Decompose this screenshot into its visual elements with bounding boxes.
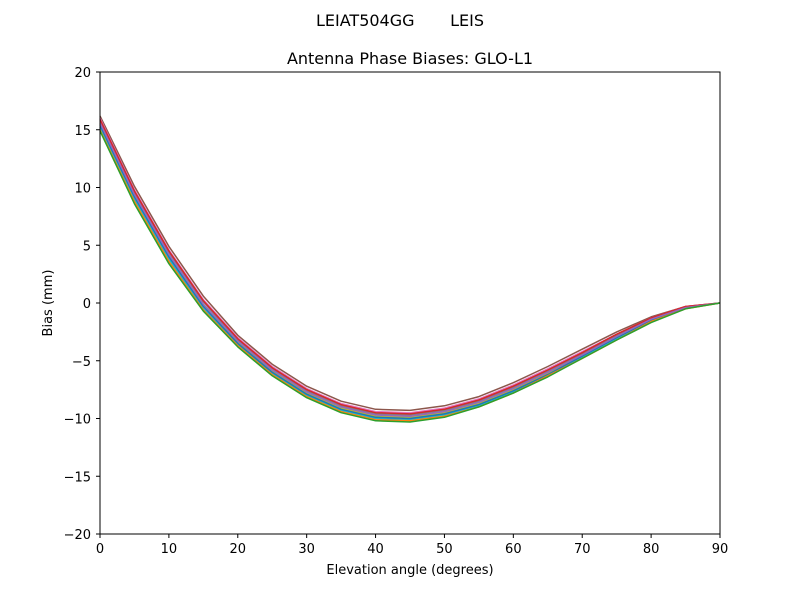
- y-axis: −20 −15 −10 −5 0 5 10 15 20: [64, 66, 100, 543]
- series-line-6: [99, 124, 721, 420]
- x-axis-label: Elevation angle (degrees): [326, 563, 493, 578]
- series-line-2: [99, 117, 721, 414]
- x-tick-label: 30: [298, 542, 315, 557]
- series-group: [99, 115, 721, 423]
- x-tick-label: 70: [574, 542, 591, 557]
- series-line-10: [99, 130, 721, 423]
- figure-suptitle: LEIAT504GG LEIS: [316, 11, 484, 30]
- plot-area: [99, 71, 721, 535]
- chart-title: Antenna Phase Biases: GLO-L1: [287, 49, 533, 68]
- axes-frame: [99, 71, 721, 535]
- x-tick-label: 20: [230, 542, 247, 557]
- series-line-7: [99, 119, 721, 415]
- x-tick-label: 80: [643, 542, 660, 557]
- y-tick-label: 0: [83, 297, 91, 312]
- y-tick-label: −20: [64, 528, 91, 543]
- series-line-5: [99, 127, 721, 421]
- y-tick-label: −10: [64, 413, 91, 428]
- x-axis: 0 10 20 30 40 50 60 70 80 90: [96, 534, 728, 557]
- series-line-9: [99, 122, 721, 417]
- series-line-4: [99, 123, 721, 419]
- x-tick-label: 0: [96, 542, 104, 557]
- x-tick-label: 50: [436, 542, 453, 557]
- x-tick-label: 10: [161, 542, 178, 557]
- y-tick-label: −15: [64, 470, 91, 485]
- series-line-1: [99, 115, 721, 412]
- y-axis-label: Bias (mm): [41, 270, 56, 337]
- x-tick-label: 60: [505, 542, 522, 557]
- x-tick-label: 40: [367, 542, 384, 557]
- y-tick-label: 15: [74, 124, 91, 139]
- y-tick-label: 5: [83, 239, 91, 254]
- y-tick-label: −5: [72, 355, 91, 370]
- y-tick-label: 20: [74, 66, 91, 81]
- x-tick-label: 90: [712, 542, 729, 557]
- series-line-3: [99, 120, 721, 416]
- y-tick-label: 10: [74, 182, 91, 197]
- series-line-8: [99, 129, 721, 422]
